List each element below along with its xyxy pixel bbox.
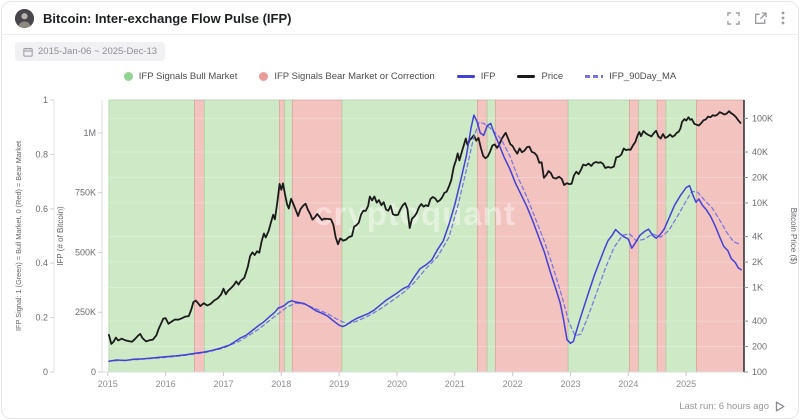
price-tick-label: 400 [752,316,767,326]
legend-item-bear-market[interactable]: IFP Signals Bear Market or Correction [259,71,435,82]
legend-item-ifp-90day-ma[interactable]: IFP_90Day_MA [585,71,676,82]
x-tick-label: 2015 [98,379,118,389]
legend-item-bull-market[interactable]: IFP Signals Bull Market [123,71,238,82]
bear-band [494,99,569,373]
bull-band [567,99,630,373]
legend-label: IFP Signals Bull Market [138,71,238,82]
ifp-chart: cryptoquant 2015 2016 2017 2018 2019 2020 2021… [14,95,798,389]
bear-market-dot-icon [259,72,269,81]
ifp-tick-label: 750K [75,188,96,198]
last-run-label: Last run: 6 hours ago [679,401,769,412]
price-tick-label: 100K [752,113,773,123]
chart-area: cryptoquant 2015 2016 2017 2018 2019 2020 2021… [2,90,798,402]
x-tick-label: 2016 [156,379,176,389]
legend-label: Price [541,71,564,82]
legend-item-price[interactable]: Price [517,71,563,82]
header-left: Bitcoin: Inter-exchange Flow Pulse (IFP) [15,8,292,28]
x-tick-label: 2018 [271,379,291,389]
ifp-line-icon [456,75,475,78]
ifp-tick-label: 500K [75,247,96,257]
x-tick-label: 2025 [676,379,696,389]
header-actions [727,11,785,25]
ifp-line [108,114,742,362]
price-tick-label: 100 [752,367,767,377]
price-line-icon [517,75,536,78]
price-tick-label: 2K [752,257,763,267]
price-tick-label: 20K [752,172,768,182]
bull-band [341,99,478,373]
signal-tick-label: 0.6 [35,204,48,214]
open-in-new-icon[interactable] [754,11,767,25]
bull-market-dot-icon [123,72,133,81]
bear-band [279,99,286,373]
legend-label: IFP Signals Bear Market or Correction [274,71,435,82]
watermark: cryptoquant [314,195,516,232]
bull-band [665,99,697,373]
right-axis-title: Bitcoin Price ($) [789,208,798,265]
price-tick-label: 40K [752,147,768,157]
signal-tick-label: 0.4 [35,258,48,268]
ma-dashed-line-icon [585,75,604,78]
avatar-person-icon [15,8,34,28]
date-range-label: 2015-Jan-06 ~ 2025-Dec-13 [38,46,158,57]
ifp-tick-label: 1M [83,128,96,138]
ifp-tick-label: 250K [75,307,96,317]
bear-band [194,99,205,373]
legend-label: IFP_90Day_MA [609,71,677,82]
ifp-90day-ma-line [112,121,742,362]
bull-band [486,99,496,373]
legend: IFP Signals Bull Market IFP Signals Bear… [2,71,798,82]
avatar[interactable] [15,8,34,28]
header: Bitcoin: Inter-exchange Flow Pulse (IFP) [2,2,798,35]
kebab-menu-icon[interactable] [781,11,785,25]
run-play-icon[interactable] [775,401,785,412]
signal-tick-label: 0 [43,367,48,377]
x-tick-label: 2019 [329,379,349,389]
signal-tick-label: 1 [43,95,48,105]
bull-band [108,99,195,373]
page-title: Bitcoin: Inter-exchange Flow Pulse (IFP) [43,10,292,26]
x-tick-label: 2023 [560,379,580,389]
bull-band [204,99,280,373]
x-tick-label: 2017 [213,379,233,389]
x-tick-label: 2022 [503,379,523,389]
bull-band [284,99,293,373]
price-tick-label: 1K [752,282,763,292]
legend-item-ifp[interactable]: IFP [456,71,496,82]
x-tick-label: 2020 [387,379,407,389]
fullscreen-icon[interactable] [727,11,740,25]
date-range-picker[interactable]: 2015-Jan-06 ~ 2025-Dec-13 [15,42,166,61]
x-tick-label: 2024 [618,379,638,389]
left-axis-title-ifp: IFP (# of Bitcoin) [56,206,65,266]
ifp-tick-label: 0 [91,367,96,377]
signal-tick-label: 0.2 [35,313,48,323]
price-tick-label: 200 [752,342,767,352]
price-tick-label: 4K [752,232,763,242]
price-line [108,110,742,345]
last-run-status: Last run: 6 hours ago [679,401,785,412]
x-tick-label: 2021 [445,379,465,389]
bear-band [696,99,745,373]
calendar-icon [23,47,33,57]
price-tick-label: 10K [752,198,768,208]
signal-tick-label: 0.8 [35,149,48,159]
legend-label: IFP [480,71,496,82]
left-axis-title-signal: IFP Signal: 1 (Green) = Bull Market, 0 (… [14,141,23,331]
